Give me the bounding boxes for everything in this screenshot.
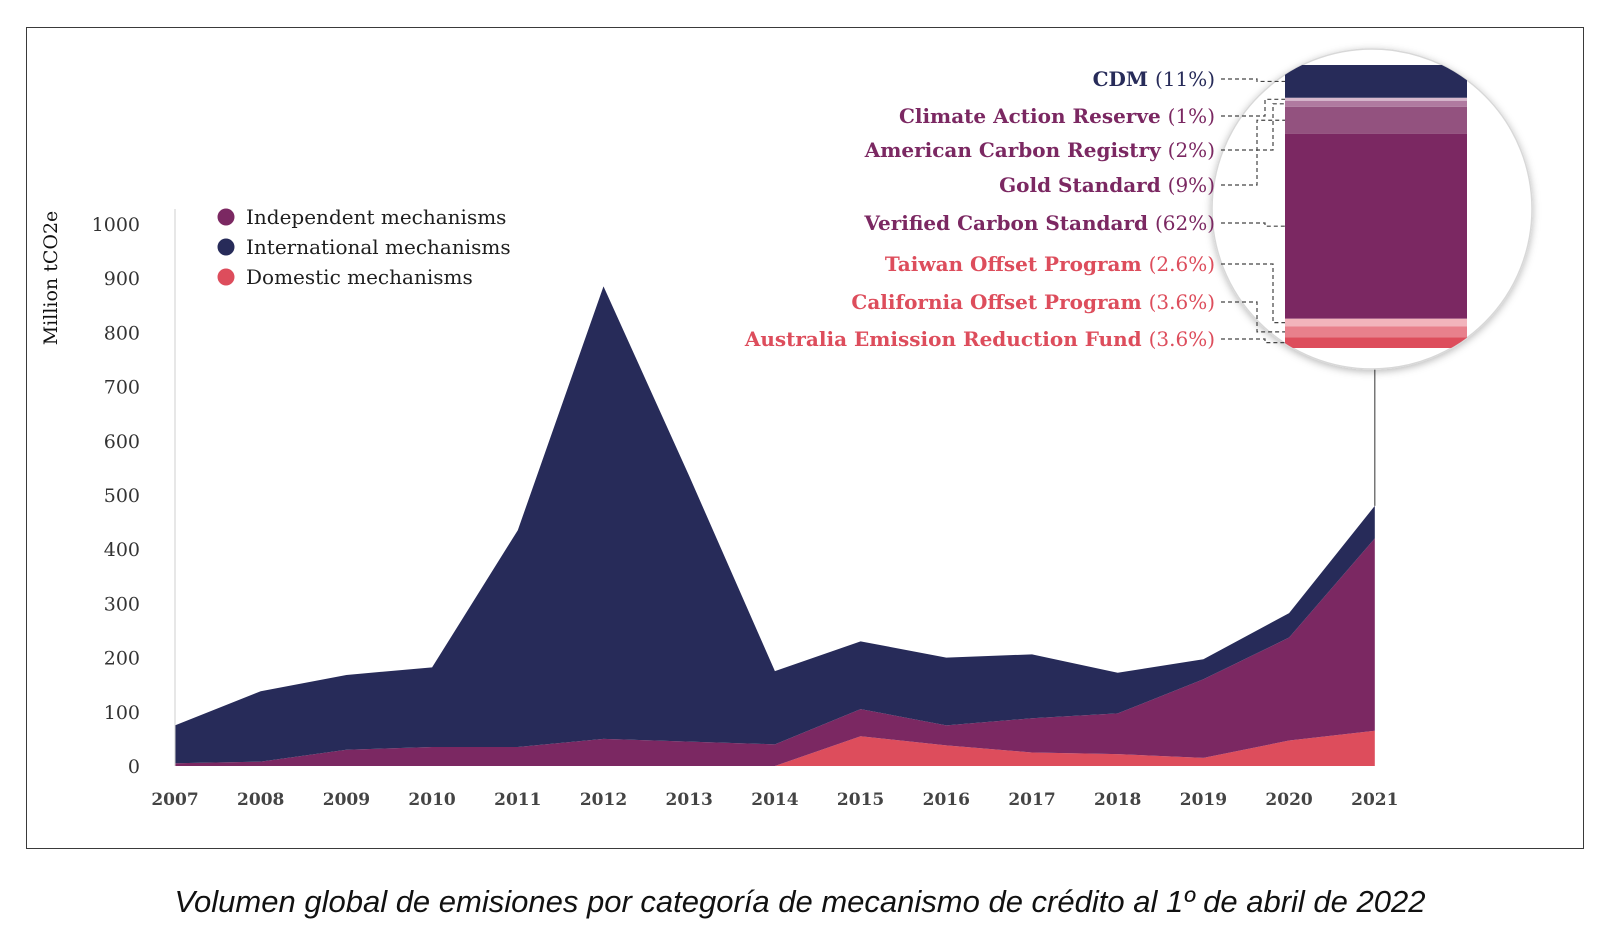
breakdown-label: California Offset Program (3.6%) — [851, 290, 1215, 314]
legend-label: Independent mechanisms — [246, 205, 506, 229]
breakdown-segment — [1285, 326, 1467, 338]
x-tick-label: 2018 — [1094, 790, 1141, 810]
x-tick-label: 2016 — [923, 790, 970, 810]
breakdown-label: CDM (11%) — [1093, 67, 1215, 91]
legend-swatch — [217, 238, 235, 256]
breakdown-label: Verified Carbon Standard (62%) — [863, 211, 1215, 235]
x-tick-label: 2008 — [237, 790, 284, 810]
breakdown-leader-line — [1221, 222, 1285, 227]
breakdown-label: Gold Standard (9%) — [999, 173, 1215, 197]
legend-item-domestic: Domestic mechanisms — [217, 265, 473, 289]
x-tick-label: 2019 — [1180, 790, 1227, 810]
breakdown-label: Climate Action Reserve (1%) — [899, 104, 1215, 128]
breakdown-label: American Carbon Registry (2%) — [864, 138, 1215, 162]
breakdown-label: Taiwan Offset Program (2.6%) — [885, 252, 1215, 276]
area-domestic — [175, 730, 1375, 766]
breakdown-segment — [1285, 106, 1467, 134]
breakdown-segment — [1285, 97, 1467, 101]
breakdown-label: Australia Emission Reduction Fund (3.6%) — [744, 327, 1215, 351]
breakdown-leader-line — [1221, 119, 1285, 186]
x-tick-label: 2013 — [666, 790, 713, 810]
x-tick-label: 2007 — [151, 790, 198, 810]
y-tick-label: 600 — [104, 431, 140, 453]
legend-label: Domestic mechanisms — [246, 265, 473, 289]
x-tick-label: 2012 — [580, 790, 627, 810]
chart-frame: 0 100 200 300 400 500 600 700 800 900 1000 Million … — [26, 27, 1584, 849]
breakdown-segment — [1285, 100, 1467, 107]
breakdown-leader-line — [1221, 78, 1285, 83]
x-tick-label: 2009 — [323, 790, 370, 810]
y-tick-label: 100 — [104, 702, 140, 724]
y-tick-label: 200 — [104, 648, 140, 670]
y-tick-label: 500 — [104, 485, 140, 507]
x-tick-label: 2020 — [1265, 790, 1312, 810]
breakdown-segment — [1285, 337, 1467, 348]
area-international — [175, 286, 1375, 764]
y-tick-label: 300 — [104, 593, 140, 615]
breakdown-bar — [1285, 65, 1467, 348]
legend-label: International mechanisms — [246, 235, 511, 259]
breakdown-leader-line — [1221, 301, 1285, 333]
legend-swatch — [217, 268, 235, 286]
legend-swatch — [217, 208, 235, 226]
x-tick-label: 2014 — [751, 790, 798, 810]
x-tick-label: 2021 — [1351, 790, 1398, 810]
x-tick-label: 2015 — [837, 790, 884, 810]
y-tick-label: 900 — [104, 268, 140, 290]
breakdown-leader-line — [1221, 338, 1285, 344]
y-tick-label: 800 — [104, 322, 140, 344]
x-tick-label: 2010 — [408, 790, 455, 810]
breakdown-leader-line — [1221, 98, 1285, 117]
breakdown-segment — [1285, 133, 1467, 319]
y-tick-label: 400 — [104, 539, 140, 561]
figure-caption: Volumen global de emisiones por categorí… — [174, 884, 1426, 919]
area-independent — [175, 538, 1375, 766]
stacked-area-chart: 0 100 200 300 400 500 600 700 800 900 1000 Million … — [40, 48, 1533, 810]
legend-item-independent: Independent mechanisms — [217, 205, 506, 229]
y-axis-label: Million tCO2e — [40, 211, 62, 346]
y-tick-label: 0 — [128, 756, 140, 778]
breakdown-segment — [1285, 65, 1467, 98]
breakdown-segment — [1285, 318, 1467, 327]
legend-item-international: International mechanisms — [217, 235, 511, 259]
x-tick-label: 2017 — [1008, 790, 1055, 810]
x-tick-label: 2011 — [494, 790, 541, 810]
y-tick-label: 1000 — [92, 214, 140, 236]
y-tick-label: 700 — [104, 377, 140, 399]
